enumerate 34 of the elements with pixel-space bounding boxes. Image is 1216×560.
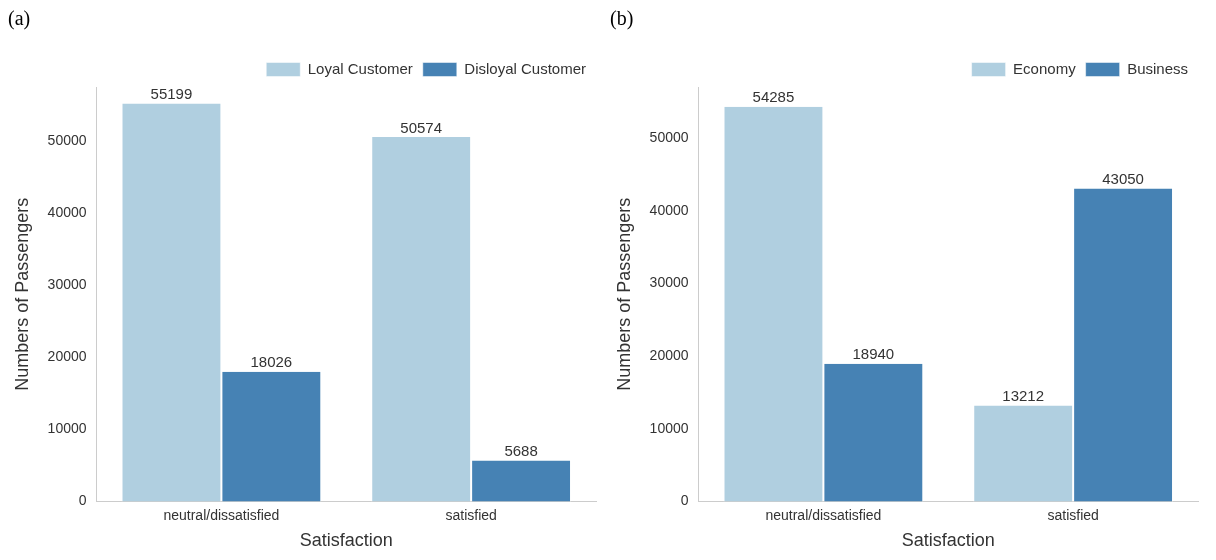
data-label: 54285: [752, 88, 795, 106]
data-label: 43050: [1102, 170, 1144, 188]
x-tick-label: satisfied: [1047, 506, 1099, 523]
legend-label: Business: [1127, 59, 1189, 77]
y-axis-title: Numbers of Passengers: [613, 197, 634, 391]
y-tick-label: 40000: [649, 201, 689, 218]
y-tick-label: 30000: [649, 274, 689, 291]
y-tick-label: 50000: [47, 131, 87, 148]
chart-title: (a): [8, 7, 31, 31]
y-tick-label: 50000: [649, 128, 689, 145]
chart-title: (b): [610, 7, 634, 31]
y-tick-label: 30000: [47, 276, 87, 293]
data-label: 13212: [1002, 387, 1045, 405]
y-tick-label: 20000: [649, 346, 689, 363]
y-axis-title: Numbers of Passengers: [11, 197, 32, 391]
y-tick-label: 10000: [649, 419, 689, 436]
data-label: 50574: [400, 118, 443, 136]
x-axis-title: Satisfaction: [299, 530, 393, 551]
data-label: 18026: [250, 353, 293, 371]
data-label: 55199: [150, 85, 193, 103]
data-label: 18940: [852, 345, 895, 363]
y-tick-label: 40000: [47, 204, 87, 221]
legend-label: Economy: [1013, 59, 1077, 77]
legend-label: Loyal Customer: [307, 59, 413, 77]
data-label: 5688: [504, 442, 538, 460]
y-tick-label: 20000: [47, 348, 87, 365]
legend-label: Disloyal Customer: [464, 59, 586, 77]
y-tick-label: 0: [78, 492, 87, 509]
y-tick-label: 0: [680, 492, 689, 509]
x-tick-label: neutral/dissatisfied: [765, 506, 882, 523]
y-tick-label: 10000: [47, 420, 87, 437]
x-tick-label: satisfied: [445, 506, 497, 523]
x-axis-title: Satisfaction: [901, 530, 995, 551]
x-tick-label: neutral/dissatisfied: [163, 506, 280, 523]
